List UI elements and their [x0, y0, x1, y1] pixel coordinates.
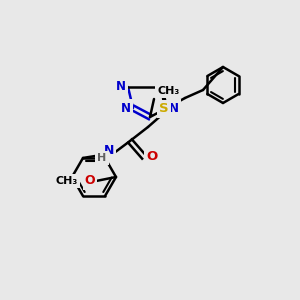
Text: H: H: [98, 153, 106, 163]
Text: S: S: [159, 103, 169, 116]
Text: O: O: [146, 151, 158, 164]
Text: N: N: [116, 80, 126, 94]
Text: N: N: [169, 101, 179, 115]
Text: N: N: [104, 145, 114, 158]
Text: CH₃: CH₃: [157, 86, 179, 96]
Text: CH₃: CH₃: [56, 176, 78, 186]
Text: N: N: [121, 101, 131, 115]
Text: O: O: [85, 175, 95, 188]
